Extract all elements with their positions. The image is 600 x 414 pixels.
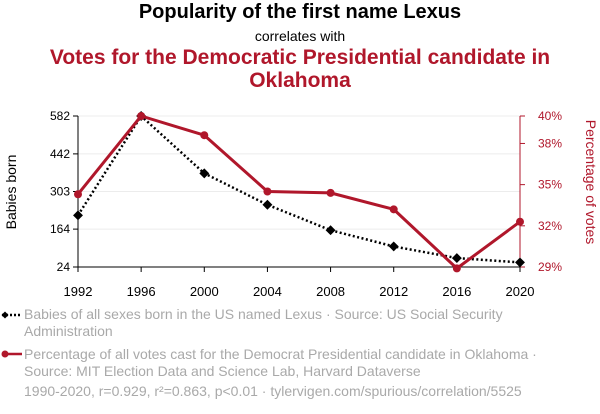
y-left-tick-label: 24 — [57, 260, 71, 274]
legend-label-series2: Percentage of all votes cast for the Dem… — [24, 346, 537, 379]
x-tick-label: 1992 — [64, 284, 93, 299]
y-left-tick-label: 582 — [50, 109, 70, 123]
y-right-tick-label: 40% — [538, 109, 562, 123]
data-point-series2 — [516, 217, 524, 226]
legend-marker-series1 — [1, 311, 22, 319]
x-tick-label: 2020 — [506, 284, 535, 299]
y-right-tick-label: 35% — [538, 178, 562, 192]
data-point-series1 — [199, 168, 210, 179]
x-tick-label: 2008 — [316, 284, 345, 299]
data-point-series2 — [452, 264, 461, 273]
legend-item-series2: Percentage of all votes cast for the Dem… — [1, 346, 564, 380]
x-axis: 1992 1996 2000 2004 2008 2012 2016 2020 — [64, 266, 535, 299]
chart-title: Popularity of the first name Lexus — [138, 1, 462, 23]
y-axis-right: 29% 32% 35% 38% 40% — [519, 109, 562, 274]
series-line-1 — [76, 114, 521, 264]
x-tick-label: 2012 — [379, 284, 408, 299]
chart-subtitle: Votes for the Democratic Presidential ca… — [49, 46, 551, 92]
legend-label-series1: Babies of all sexes born in the US named… — [24, 306, 503, 339]
line-chart: 24 164 303 442 582 29% 32% 35% 38% 40% 1992 1996 2… — [3, 109, 599, 299]
data-point-series1 — [388, 241, 399, 252]
data-point-series1 — [451, 253, 462, 264]
data-point-series2 — [326, 188, 335, 197]
series-line-2 — [76, 114, 521, 270]
data-point-series2 — [263, 187, 272, 196]
data-point-series2 — [74, 190, 82, 199]
chart-connector: correlates with — [254, 28, 346, 44]
data-point-series2 — [389, 205, 398, 214]
y-axis-right-label: Percentage of votes — [583, 120, 599, 245]
data-point-series1 — [515, 257, 525, 268]
y-right-tick-label: 29% — [538, 260, 562, 274]
data-point-series1 — [73, 210, 83, 221]
y-right-tick-label: 38% — [538, 136, 562, 150]
y-left-tick-label: 164 — [50, 222, 70, 236]
y-left-tick-label: 442 — [50, 147, 70, 161]
x-tick-label: 1996 — [127, 284, 156, 299]
data-point-series2 — [137, 112, 146, 120]
x-tick-label: 2004 — [253, 284, 282, 299]
data-point-series1 — [325, 225, 336, 236]
x-tick-label: 2016 — [442, 284, 471, 299]
data-point-series2 — [200, 131, 209, 140]
series-layer — [73, 111, 525, 273]
footer-stats: 1990-2020, r=0.929, r²=0.863, p<0.01 · t… — [24, 383, 522, 399]
y-axis-left-label: Babies born — [3, 155, 19, 230]
y-left-tick-label: 303 — [50, 185, 70, 199]
legend-marker-series2 — [1, 350, 22, 358]
legend-item-series1: Babies of all sexes born in the US named… — [1, 306, 564, 340]
data-point-series1 — [262, 199, 273, 210]
y-right-tick-label: 32% — [538, 219, 562, 233]
y-axis-left: 24 164 303 442 582 — [50, 109, 79, 274]
x-tick-label: 2000 — [190, 284, 219, 299]
